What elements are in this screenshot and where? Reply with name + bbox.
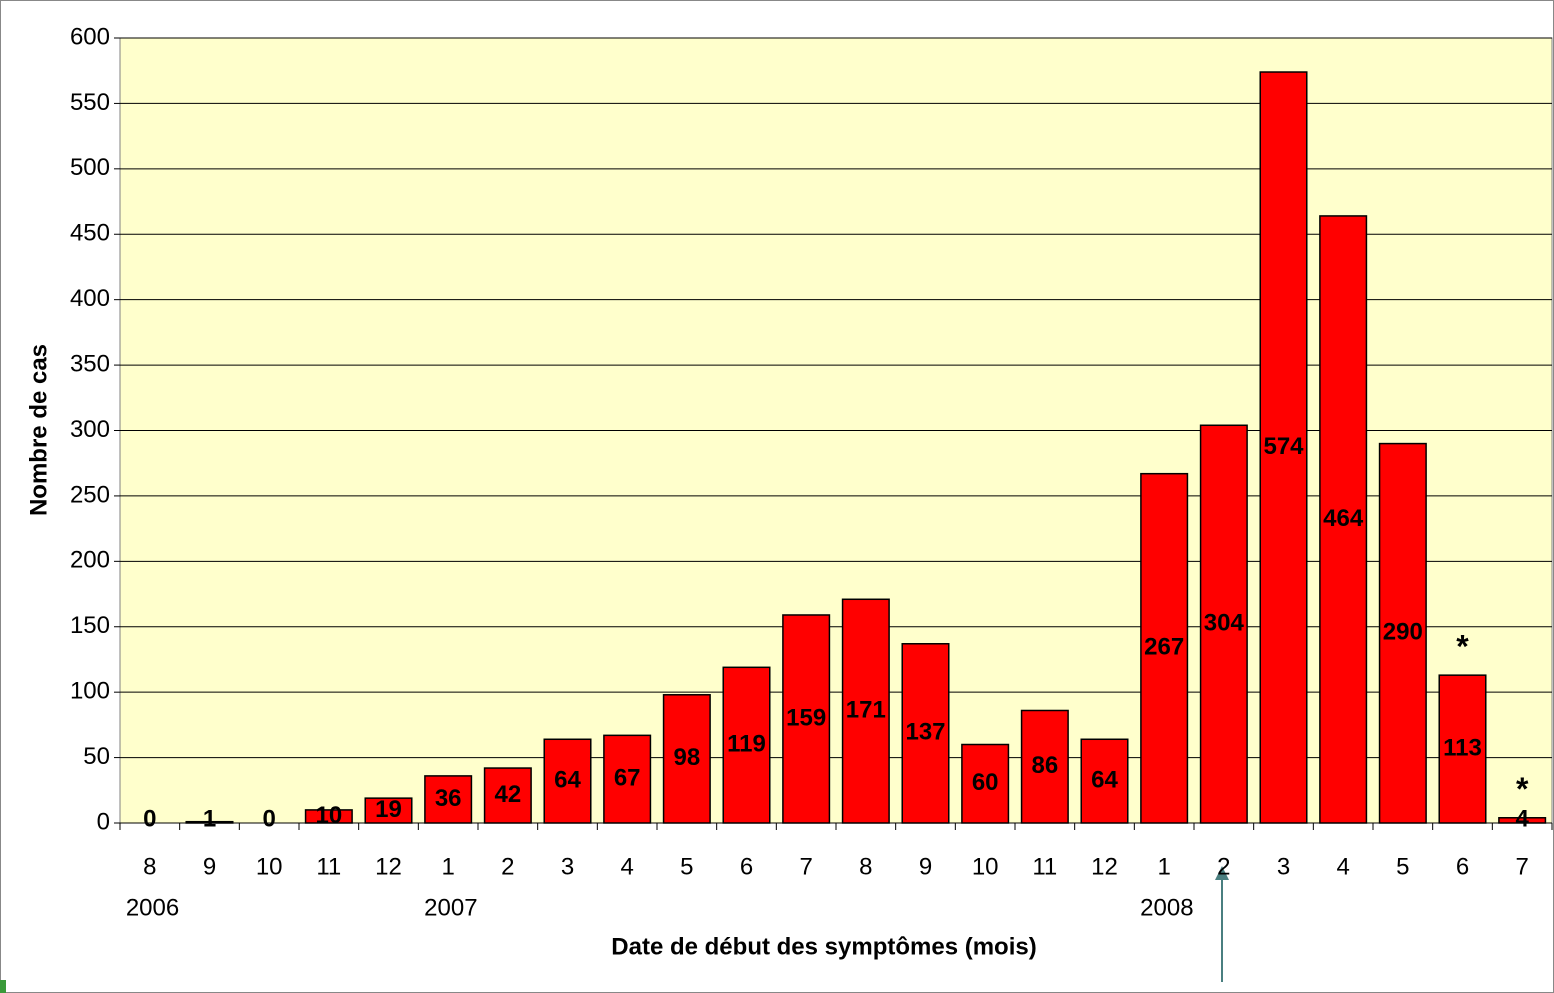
- data-label: 0: [143, 805, 156, 832]
- y-tick-label: 250: [70, 481, 110, 508]
- data-label: 171: [846, 696, 886, 723]
- annotation: *: [1456, 629, 1469, 665]
- data-label: 159: [786, 704, 826, 731]
- x-tick-label: 12: [375, 853, 402, 880]
- y-tick-label: 500: [70, 154, 110, 181]
- arrow-head: [1215, 866, 1229, 880]
- bar: [1378, 442, 1427, 824]
- bar: [782, 614, 831, 824]
- y-tick-label: 200: [70, 547, 110, 574]
- bar: [961, 743, 1010, 824]
- x-tick-label: 7: [1515, 853, 1528, 880]
- bar: [304, 809, 353, 824]
- bar: [424, 775, 473, 824]
- y-tick-label: 350: [70, 350, 110, 377]
- bar: [1259, 71, 1308, 824]
- x-axis-title: Date de début des symptômes (mois): [611, 933, 1036, 960]
- group-label: 2008: [1140, 894, 1193, 921]
- data-label: 67: [614, 765, 641, 792]
- bar: [364, 797, 413, 824]
- bar: [1438, 674, 1487, 824]
- data-label: 64: [554, 766, 581, 793]
- x-tick-label: 8: [143, 853, 156, 880]
- x-tick-label: 9: [203, 853, 216, 880]
- x-tick-label: 10: [256, 853, 283, 880]
- data-label: 574: [1263, 433, 1304, 460]
- x-tick-label: 6: [1456, 853, 1469, 880]
- x-tick-label: 6: [740, 853, 753, 880]
- y-tick-label: 400: [70, 285, 110, 312]
- x-tick-label: 1: [441, 853, 454, 880]
- data-label: 10: [315, 802, 342, 829]
- x-tick-label: 7: [799, 853, 812, 880]
- x-tick-label: 12: [1091, 853, 1118, 880]
- x-tick-label: 3: [1277, 853, 1290, 880]
- y-tick-label: 100: [70, 678, 110, 705]
- data-label: 4: [1515, 805, 1529, 832]
- data-label: 60: [972, 769, 999, 796]
- y-tick-label: 50: [83, 743, 110, 770]
- data-label: 42: [494, 781, 521, 808]
- data-label: 119: [727, 730, 766, 757]
- data-label: 304: [1204, 609, 1245, 636]
- bar: [1020, 709, 1069, 824]
- data-label: 36: [435, 785, 462, 812]
- data-label: 137: [905, 719, 945, 746]
- y-tick-label: 300: [70, 416, 110, 443]
- x-tick-label: 3: [561, 853, 574, 880]
- data-label: 0: [262, 805, 275, 832]
- group-label: 2007: [424, 894, 477, 921]
- bar: [1498, 817, 1547, 824]
- data-label: 464: [1323, 505, 1364, 532]
- x-tick-label: 5: [680, 853, 693, 880]
- data-label: 64: [1091, 766, 1118, 793]
- data-label: 113: [1443, 734, 1482, 761]
- x-tick-label: 4: [620, 853, 633, 880]
- data-label: 267: [1144, 634, 1184, 661]
- x-tick-label: 10: [972, 853, 999, 880]
- bar: [185, 820, 234, 824]
- bar: [483, 767, 532, 824]
- y-axis-title: Nombre de cas: [25, 344, 52, 516]
- x-tick-label: 11: [1032, 853, 1057, 880]
- bar: [1199, 424, 1248, 824]
- y-tick-label: 450: [70, 220, 110, 247]
- bar: [1140, 472, 1189, 824]
- annotation: *: [1516, 771, 1529, 807]
- bar: [543, 738, 592, 824]
- x-tick-label: 2: [501, 853, 514, 880]
- y-tick-label: 150: [70, 612, 110, 639]
- x-tick-label: 11: [316, 853, 341, 880]
- group-label: 2006: [126, 894, 179, 921]
- bar: [841, 598, 890, 824]
- bar: [722, 666, 771, 824]
- data-label: 1: [203, 805, 216, 832]
- corner-mark: [0, 980, 6, 993]
- x-tick-label: 9: [919, 853, 932, 880]
- y-tick-label: 550: [70, 89, 110, 116]
- bar: [901, 643, 950, 824]
- data-label: 86: [1031, 752, 1058, 779]
- x-tick-label: 2: [1217, 853, 1230, 880]
- data-label: 19: [375, 796, 402, 823]
- x-tick-label: 8: [859, 853, 872, 880]
- x-tick-label: 5: [1396, 853, 1409, 880]
- x-tick-label: 1: [1157, 853, 1170, 880]
- bar: [662, 694, 711, 824]
- x-tick-label: 4: [1336, 853, 1349, 880]
- bar: [603, 734, 652, 824]
- bar: [1080, 738, 1129, 824]
- data-label: 98: [673, 744, 700, 771]
- y-tick-label: 0: [97, 808, 110, 835]
- y-tick-label: 600: [70, 23, 110, 50]
- data-label: 290: [1383, 619, 1423, 646]
- bar: [1319, 215, 1368, 824]
